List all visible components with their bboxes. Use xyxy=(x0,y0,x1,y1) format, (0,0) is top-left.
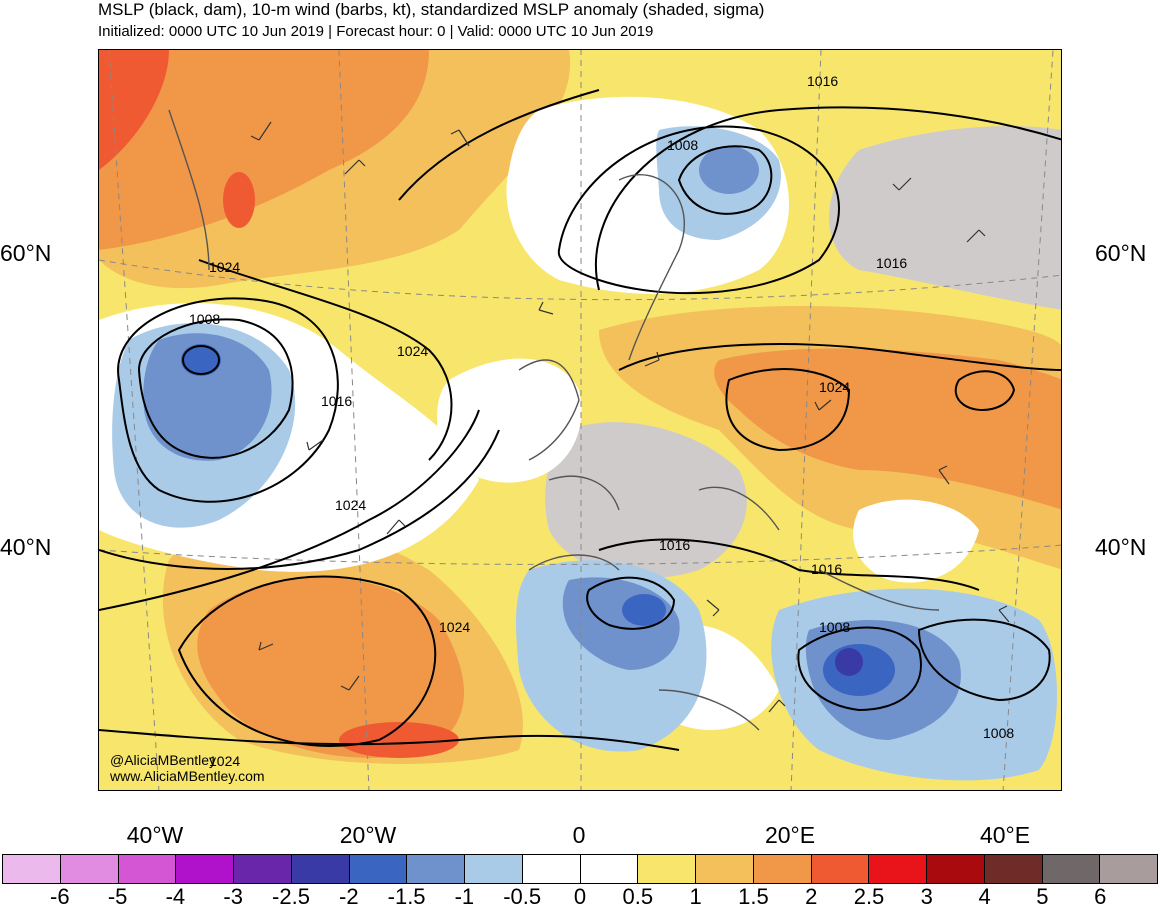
colorbar-tick-label: -0.5 xyxy=(503,884,542,909)
anomaly-area-14 xyxy=(437,358,582,483)
map-panel: 1016 1008 1016 1024 1008 1024 1016 1024 … xyxy=(98,49,1062,791)
colorbar-tick-label: 2.5 xyxy=(853,884,885,909)
colorbar-tick-label: 0.5 xyxy=(622,884,654,909)
lon-label: 20°W xyxy=(339,822,397,848)
colorbar-swatch xyxy=(521,855,580,883)
anomaly-area-7 xyxy=(339,722,459,758)
colorbar-swatch xyxy=(117,855,176,883)
colorbar-swatch xyxy=(579,855,638,883)
chart-title: MSLP (black, dam), 10-m wind (barbs, kt)… xyxy=(98,0,765,19)
graticule xyxy=(99,50,1061,790)
colorbar-tick-label: -1.5 xyxy=(387,884,426,909)
colorbar-swatch xyxy=(810,855,869,883)
colorbar-swatch xyxy=(868,855,926,883)
anomaly-area-3 xyxy=(99,50,169,170)
colorbar-tick-label: 6 xyxy=(1094,884,1107,909)
contour-label: 1008 xyxy=(983,725,1014,741)
lon-label: 20°E xyxy=(764,822,816,848)
colorbar-tick-label: -2.5 xyxy=(272,884,310,909)
wind-barbs xyxy=(250,121,1010,713)
contour-label: 1024 xyxy=(819,379,850,395)
anomaly-area-24 xyxy=(622,594,666,626)
colorbar-tick-label: -1 xyxy=(454,884,475,909)
mslp-contours xyxy=(99,89,1061,751)
lon-label: 40°W xyxy=(126,822,184,848)
anomaly-area-10 xyxy=(829,126,1061,310)
credit-website[interactable]: www.AliciaMBentley.com xyxy=(110,768,265,784)
colorbar-swatch xyxy=(464,855,522,883)
lon-label: 0 xyxy=(572,822,586,848)
contour-label: 1016 xyxy=(876,255,907,271)
contour-label: 1024 xyxy=(439,619,470,635)
colorbar-tick-label: 2 xyxy=(805,884,818,909)
colorbar-tick-label: -5 xyxy=(107,884,128,909)
chart-subtitle: Initialized: 0000 UTC 10 Jun 2019 | Fore… xyxy=(98,23,654,40)
colorbar-swatch xyxy=(406,855,464,883)
colorbar-swatch xyxy=(1099,855,1157,883)
contour-label: 1024 xyxy=(335,497,366,513)
colorbar-tick-label: 0 xyxy=(573,884,587,909)
contour-label: 1008 xyxy=(819,619,850,635)
colorbar-swatch xyxy=(290,855,349,883)
colorbar-swatch xyxy=(983,855,1042,883)
anomaly-area-28 xyxy=(835,648,863,676)
colorbar-tick-label: 4 xyxy=(978,884,991,909)
colorbar-swatch xyxy=(926,855,984,883)
colorbar-swatch xyxy=(695,855,753,883)
anomaly-area-19 xyxy=(181,344,221,376)
anomaly-area-18 xyxy=(143,333,272,461)
contour-labels: 1016 1008 1016 1024 1008 1024 1016 1024 … xyxy=(189,73,1014,769)
colorbar-tick-label: 1 xyxy=(689,884,702,909)
colorbar-tick-label: -4 xyxy=(165,884,186,909)
colorbar-swatch xyxy=(637,855,695,883)
colorbar-swatch xyxy=(348,855,407,883)
lat-label: 40°N xyxy=(1095,534,1147,560)
anomaly-area-9 xyxy=(714,348,1061,510)
contour-label: 1024 xyxy=(397,343,428,359)
contour-label: 1024 xyxy=(209,753,240,769)
anomaly-area-4 xyxy=(223,172,255,228)
contour-label: 1016 xyxy=(659,537,690,553)
contour-label: 1016 xyxy=(807,73,838,89)
contour-label: 1024 xyxy=(209,259,240,275)
colorbar-swatch xyxy=(1041,855,1100,883)
contour-label: 1008 xyxy=(189,311,220,327)
colorbar-swatch xyxy=(175,855,233,883)
contour-label: 1016 xyxy=(321,393,352,409)
map-svg: 1016 1008 1016 1024 1008 1024 1016 1024 … xyxy=(99,50,1061,790)
lat-label: 40°N xyxy=(0,534,52,560)
colorbar-tick-label: -6 xyxy=(50,884,70,909)
colorbar-tick-label: 5 xyxy=(1036,884,1049,909)
colorbar-tick-label: -2 xyxy=(339,884,359,909)
credit-handle: @AliciaMBentley xyxy=(110,752,217,768)
contour-label: 1016 xyxy=(811,561,842,577)
colorbar-tick-label: 1.5 xyxy=(738,884,769,909)
anomaly-area-11 xyxy=(545,422,747,578)
colorbar-swatch xyxy=(752,855,811,883)
colorbar-swatch xyxy=(3,855,60,883)
anomaly-area-21 xyxy=(699,146,759,194)
colorbar-swatch xyxy=(59,855,118,883)
colorbar-tick-label: -3 xyxy=(223,884,243,909)
colorbar xyxy=(2,854,1158,884)
colorbar-swatch xyxy=(233,855,291,883)
contour-label: 1008 xyxy=(667,137,698,153)
lat-label: 60°N xyxy=(0,240,52,266)
anomaly-area-2 xyxy=(99,50,429,250)
anomaly-area-15 xyxy=(853,499,979,583)
colorbar-tick-label: 3 xyxy=(920,884,933,909)
lat-label: 60°N xyxy=(1095,240,1147,266)
anomaly-area-6 xyxy=(197,577,464,758)
lon-label: 40°E xyxy=(979,822,1031,848)
coastlines xyxy=(168,109,940,731)
